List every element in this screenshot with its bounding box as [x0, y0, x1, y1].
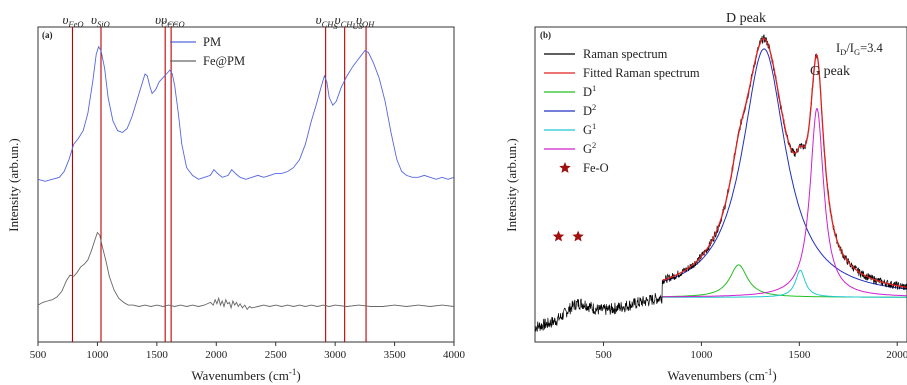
band-marker-label-1: υSiO [91, 12, 110, 29]
legend-star-swatch [559, 162, 571, 173]
legend-label: PM [203, 35, 221, 49]
legend-label: Fe@PM [203, 54, 245, 68]
panel-b-xlabel: Wavenumbers (cm-1) [667, 367, 776, 383]
x-tick-label: 3000 [324, 349, 347, 361]
panel-b-frame [534, 26, 907, 343]
panel-a-label: (a) [42, 30, 53, 40]
band-marker-label-5: υCHUS [335, 12, 364, 31]
panel-a-frame [37, 26, 455, 343]
x-tick-label: 1000 [86, 349, 109, 361]
component-curve-g1 [662, 269, 907, 298]
band-marker-label-4: υCHS [316, 12, 339, 31]
band-marker-label-0: υFeO [62, 12, 83, 29]
x-tick-label: 1500 [146, 349, 169, 361]
x-tick-label: 500 [595, 349, 612, 361]
series-line-fe-pm [37, 231, 455, 311]
legend-label: Raman spectrum [583, 47, 668, 61]
x-tick-label: 1000 [690, 349, 713, 361]
x-tick-label: 3500 [384, 349, 407, 361]
fe-o-star-marker [552, 230, 565, 242]
x-tick-label: 2500 [265, 349, 288, 361]
fitted-spectrum-line [662, 38, 907, 288]
legend-label: Fe-O [583, 161, 609, 175]
fe-o-star-marker [572, 230, 584, 242]
band-marker-label-2: υC=C [155, 12, 178, 29]
band-marker-label-3: υC=O [161, 12, 185, 29]
x-tick-label: 2000 [205, 349, 228, 361]
d-peak-label: D peak [726, 11, 766, 26]
legend-label: D2 [583, 102, 596, 118]
component-curve-d2 [662, 48, 907, 290]
panel-b-label: (b) [540, 30, 551, 40]
legend-label: G2 [583, 140, 596, 156]
x-tick-label: 1500 [788, 349, 811, 361]
legend-label: Fitted Raman spectrum [583, 66, 700, 80]
legend-label: D1 [583, 83, 596, 99]
band-marker-label-6: υOH [356, 12, 375, 29]
panel-b: 500 1000 1500 2000 (b) Raman spectrum Fitted… [504, 11, 907, 383]
panel-a-xlabel: Wavenumbers (cm-1) [191, 367, 300, 383]
panel-b-ylabel: Intensity (arb.un.) [504, 138, 519, 232]
g-peak-label: G peak [810, 64, 850, 79]
x-tick-label: 500 [30, 349, 47, 361]
intensity-ratio-label: ID/IG=3.4 [836, 41, 884, 57]
panel-a-ylabel: Intensity (arb.un.) [6, 138, 21, 232]
x-tick-label: 2000 [886, 349, 907, 361]
x-tick-label: 4000 [443, 349, 466, 361]
legend-label: G1 [583, 121, 596, 137]
series-line-pm [37, 45, 455, 182]
component-curve-g2 [662, 108, 907, 298]
